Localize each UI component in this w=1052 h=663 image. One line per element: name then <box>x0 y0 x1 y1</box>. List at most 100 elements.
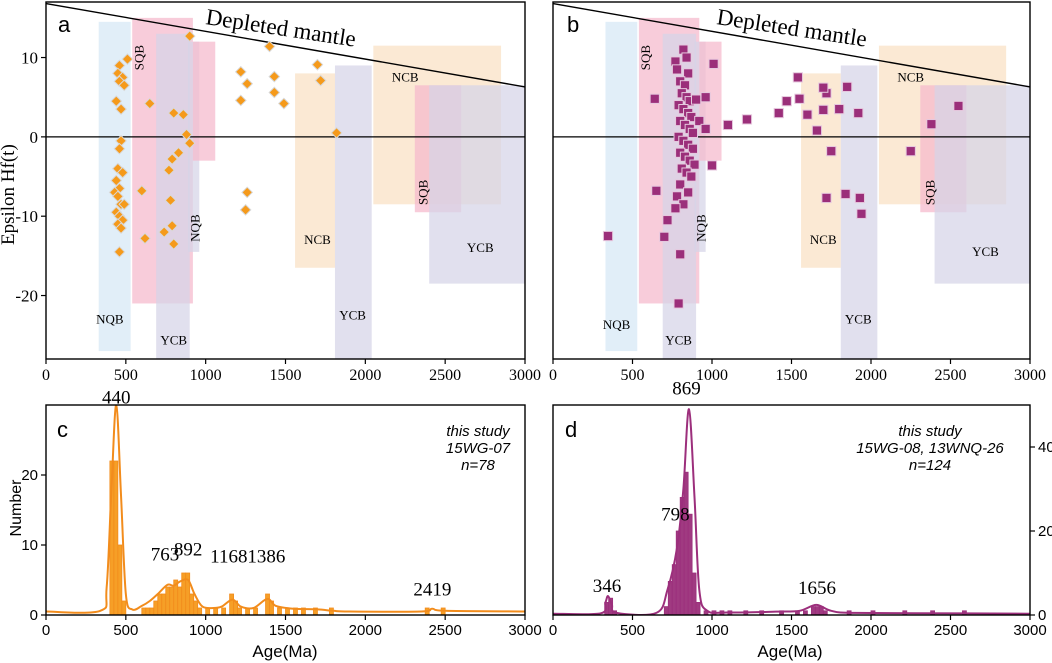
panel-a-point <box>180 128 193 141</box>
panel-a-point <box>110 174 123 187</box>
panel-a-point <box>167 238 180 250</box>
panel-d-bar <box>695 602 701 615</box>
panel-b-x-tick-label: 3000 <box>1014 367 1046 384</box>
panel-c-bar <box>193 600 199 615</box>
panel-a-point <box>234 94 247 107</box>
panel-c-bar <box>113 460 119 615</box>
panel-b-point <box>675 179 686 190</box>
panel-d-peak-label: 869 <box>672 379 701 400</box>
panel-b-point <box>781 96 792 107</box>
panel-c-y-axis-label: Number <box>8 479 25 537</box>
panel-b-field-label-ncb-7: NCB <box>897 69 924 84</box>
panel-a-point <box>118 79 131 92</box>
panel-b-field-label-ycb-2: YCB <box>665 333 692 348</box>
panel-a-y-ticks: 10 0 -10 -20 <box>15 49 46 306</box>
panel-c-annotation-line1: this study <box>446 423 511 440</box>
panel-a-point <box>121 53 134 66</box>
panel-b-field-label-ncb-5: NCB <box>810 232 837 247</box>
panel-a-field-label-sqb-1: SQB <box>131 45 146 71</box>
panel-a-point <box>167 107 180 119</box>
panel-b-point <box>792 72 803 83</box>
panel-b-point <box>811 125 823 136</box>
panel-b-point <box>840 188 851 200</box>
panel-c-bar <box>161 593 167 615</box>
panel-b-point <box>687 127 699 139</box>
panel-d-peak-label: 346 <box>593 576 622 597</box>
panel-d-annotation-line3: n=124 <box>909 457 951 474</box>
panel-c-x-tick-label: 2500 <box>428 622 461 639</box>
panel-b-point <box>670 203 681 214</box>
panel-c-bar <box>253 607 258 615</box>
panel-d: 0 500 1000 1500 2000 2500 3000 0 20 40 869 798 346… <box>549 379 1052 662</box>
panel-a-point <box>183 137 196 150</box>
panel-c-x-tick-label: 1000 <box>189 622 222 639</box>
panel-c-peak-label: 440 <box>102 388 131 409</box>
panel-b-point <box>662 215 673 226</box>
panel-a-x-ticks: 0 500 1000 1500 2000 2500 3000 <box>42 359 541 384</box>
panel-a-point <box>241 77 254 90</box>
panel-d-bar <box>691 572 697 615</box>
panel-a-field-label-ncb-7: NCB <box>392 69 419 84</box>
panel-a-point <box>118 198 131 211</box>
panel-a-point <box>166 219 179 232</box>
panel-a: NQB SQB YCB NQB NCB YCB NCB SQB YCB 0 500 1000 1500… <box>0 1 541 384</box>
panel-b-field-label-ycb-6: YCB <box>845 311 872 326</box>
panel-b-x-ticks: 0 500 1000 1500 2000 2500 3000 <box>549 359 1046 384</box>
panel-a-point <box>113 245 126 258</box>
panel-a-field-label-ycb-2: YCB <box>160 333 187 348</box>
panel-c-bar <box>153 600 159 615</box>
panel-c-peak-label: 1386 <box>247 547 285 568</box>
panel-a-field-label-nqb-0: NQB <box>96 311 124 326</box>
panel-a-point <box>111 190 124 203</box>
panel-a-point <box>139 232 151 245</box>
panel-a-point <box>277 97 290 110</box>
panel-a-point <box>113 75 126 88</box>
panel-b-point <box>675 249 686 260</box>
panel-b-point <box>686 171 697 182</box>
panel-b: NQB SQB YCB NQB NCB YCB NCB SQB YCB 0 500 1000 1500… <box>549 1 1046 384</box>
panel-b-field-ycb-9 <box>934 85 1030 284</box>
panel-a-depleted-mantle-line <box>45 2 526 88</box>
panel-c-bar <box>169 586 175 615</box>
panel-a-point <box>330 126 343 139</box>
panel-a-point <box>239 203 252 216</box>
panel-c-bars <box>109 460 446 615</box>
panel-d-bars <box>604 471 967 615</box>
panel-b-point <box>700 123 711 135</box>
panel-c-x-tick-label: 500 <box>113 622 138 639</box>
panel-b-field-label-sqb-1: SQB <box>638 45 653 71</box>
panel-b-point <box>671 191 683 202</box>
panel-b-x-tick-label: 1000 <box>696 367 728 384</box>
panel-b-point <box>856 208 867 219</box>
panel-c-bar <box>121 600 127 615</box>
panel-a-point <box>241 186 254 199</box>
panel-a-point <box>116 166 129 179</box>
panel-a-y-tick-label: 0 <box>30 128 39 147</box>
panel-a-x-tick-label: 1500 <box>270 367 302 384</box>
panel-d-bar <box>810 606 816 615</box>
panel-a-field-label-ncb-5: NCB <box>304 232 331 247</box>
panel-b-point <box>649 93 660 104</box>
panel-a-letter: a <box>58 12 71 37</box>
panel-b-fields <box>605 17 1030 359</box>
panel-b-point <box>773 107 784 119</box>
panel-c-peak-label: 1168 <box>210 547 247 568</box>
panel-a-point <box>115 103 127 116</box>
panel-c-y-tick-label: 20 <box>21 467 38 484</box>
panel-c-annotation-line3: n=78 <box>461 457 495 474</box>
panel-b-point <box>691 94 702 105</box>
panel-d-x-tick-label: 0 <box>549 622 557 639</box>
panel-d-y-tick-label: 20 <box>1038 523 1052 540</box>
panel-a-point <box>268 86 281 99</box>
panel-a-field-labels: NQB SQB YCB NQB NCB YCB NCB SQB YCB <box>96 45 494 348</box>
panel-b-point <box>818 82 829 93</box>
panel-a-field-ycb-2 <box>156 33 190 359</box>
panel-b-point <box>834 104 845 115</box>
panel-b-depleted-mantle-line <box>552 2 1031 88</box>
panel-a-point <box>113 142 126 155</box>
panel-c-y-ticks: 0 10 20 <box>21 467 46 624</box>
panel-b-field-label-ycb-9: YCB <box>972 244 999 259</box>
panel-d-letter: d <box>565 417 577 442</box>
panel-a-x-tick-label: 2500 <box>429 367 461 384</box>
panel-c-bar <box>117 544 123 615</box>
